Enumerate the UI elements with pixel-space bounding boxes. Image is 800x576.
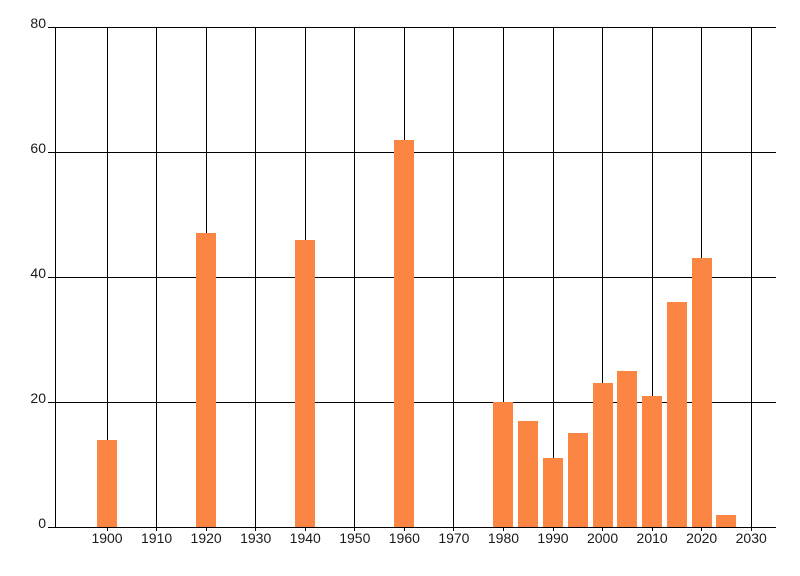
x-tick-label: 2000 <box>586 530 619 546</box>
bar <box>666 302 687 527</box>
x-tick-label: 1990 <box>537 530 569 546</box>
x-tick-label: 1940 <box>289 530 321 546</box>
x-tick-label: 2020 <box>686 530 718 546</box>
x-tick-label: 2030 <box>735 530 767 546</box>
x-tick-label: 1930 <box>240 530 272 546</box>
x-tick-label: 1970 <box>438 530 470 546</box>
bar <box>642 395 663 527</box>
x-axis-line <box>48 526 776 528</box>
y-gridline <box>48 26 776 28</box>
bar <box>518 420 539 527</box>
bar <box>592 383 613 527</box>
bar <box>691 258 712 527</box>
x-tick-label: 1920 <box>190 530 222 546</box>
x-gridline <box>651 27 653 531</box>
x-gridline <box>156 27 158 531</box>
x-tick-label: 1950 <box>339 530 371 546</box>
y-tick-label: 20 <box>30 390 46 406</box>
x-gridline <box>602 27 604 531</box>
bar <box>394 139 415 527</box>
bar <box>493 402 514 527</box>
y-axis-line <box>54 27 56 527</box>
x-gridline <box>502 27 504 531</box>
y-tick-label: 60 <box>30 140 46 156</box>
x-tick-label: 1910 <box>141 530 173 546</box>
x-tick-label: 2010 <box>636 530 668 546</box>
x-gridline <box>750 27 752 531</box>
x-gridline <box>106 27 108 531</box>
bar <box>196 233 217 527</box>
x-tick-label: 1960 <box>388 530 420 546</box>
y-tick-label: 80 <box>30 15 46 31</box>
bar <box>97 439 118 527</box>
bar <box>567 433 588 527</box>
x-gridline <box>255 27 257 531</box>
x-tick-label: 1980 <box>487 530 520 546</box>
x-gridline <box>354 27 356 531</box>
x-tick-label: 1900 <box>91 530 123 546</box>
bar <box>543 458 563 527</box>
x-gridline <box>453 27 455 531</box>
bar <box>716 514 737 527</box>
x-gridline <box>552 27 554 531</box>
bar <box>295 239 316 527</box>
bar <box>617 370 638 527</box>
y-tick-label: 40 <box>30 265 46 281</box>
y-tick-label: 0 <box>38 515 46 531</box>
